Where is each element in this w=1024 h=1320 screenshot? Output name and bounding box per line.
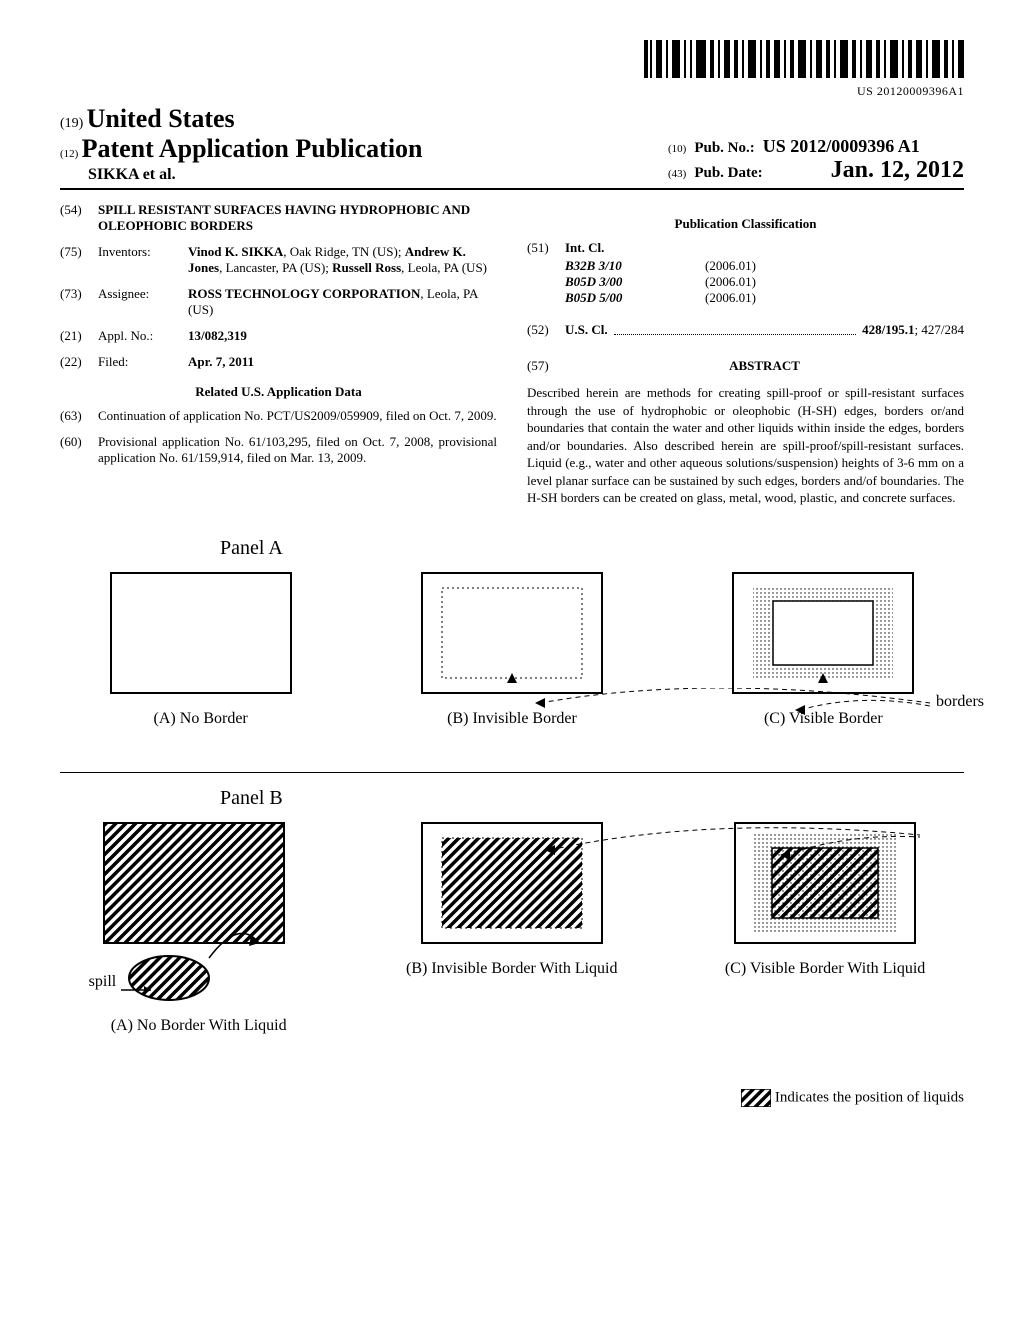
intcl-1-code: B05D 3/00 — [565, 274, 655, 290]
pub-date-label: Pub. Date: — [694, 165, 762, 182]
uscl-label: U.S. Cl. — [565, 322, 608, 338]
code-60: (60) — [60, 434, 98, 466]
assignee: ROSS TECHNOLOGY CORPORATION, Leola, PA (… — [188, 286, 497, 318]
header-left: (19) United States (12) Patent Applicati… — [60, 104, 423, 184]
code-57: (57) — [527, 358, 565, 374]
pub-no-label: Pub. No.: — [694, 140, 754, 157]
filed-label: Filed: — [98, 354, 188, 370]
code-21: (21) — [60, 328, 98, 344]
appl-no: 13/082,319 — [188, 328, 247, 343]
panel-divider — [60, 772, 964, 773]
borders-label: borders — [936, 693, 984, 711]
code-75: (75) — [60, 244, 98, 276]
code-10: (10) — [668, 143, 686, 155]
intcl-0-year: (2006.01) — [705, 258, 756, 274]
caption-a-liq: (A) No Border With Liquid — [99, 1017, 299, 1035]
spill-arrow — [121, 980, 171, 1000]
filed-date: Apr. 7, 2011 — [188, 354, 254, 369]
panel-b-arrows — [60, 825, 960, 865]
legend-swatch — [741, 1089, 771, 1107]
intcl-label: Int. Cl. — [565, 240, 604, 255]
publication-type: Patent Application Publication — [82, 134, 423, 163]
author-line: SIKKA et al. — [88, 166, 423, 184]
code-43: (43) — [668, 168, 686, 180]
code-19: (19) — [60, 116, 83, 131]
code-51: (51) — [527, 240, 565, 256]
country: United States — [87, 104, 235, 133]
header-right: (10) Pub. No.: US 2012/0009396 A1 (43) P… — [668, 136, 964, 184]
intcl-2-year: (2006.01) — [705, 290, 756, 306]
inventors-label: Inventors: — [98, 244, 188, 276]
panel-a-label: Panel A — [220, 537, 964, 560]
intcl-1-year: (2006.01) — [705, 274, 756, 290]
intcl-0-code: B32B 3/10 — [565, 258, 655, 274]
dotted-leader — [614, 322, 857, 335]
biblio-columns: (54) SPILL RESISTANT SURFACES HAVING HYD… — [60, 202, 964, 507]
pub-date: Jan. 12, 2012 — [831, 157, 964, 184]
code-63: (63) — [60, 408, 98, 424]
pub-no: US 2012/0009396 A1 — [763, 136, 920, 157]
code-73: (73) — [60, 286, 98, 318]
assignee-label: Assignee: — [98, 286, 188, 318]
related-heading: Related U.S. Application Data — [60, 384, 497, 400]
provisional-text: Provisional application No. 61/103,295, … — [98, 434, 497, 466]
classification-heading: Publication Classification — [527, 216, 964, 232]
borders-annotation-svg — [60, 688, 960, 748]
code-52: (52) — [527, 322, 565, 338]
caption-b-liq: (B) Invisible Border With Liquid — [406, 960, 617, 978]
continuation-text: Continuation of application No. PCT/US20… — [98, 408, 497, 424]
code-22: (22) — [60, 354, 98, 370]
uscl-value: 428/195.1; 427/284 — [862, 322, 964, 338]
header: (19) United States (12) Patent Applicati… — [60, 104, 964, 190]
left-column: (54) SPILL RESISTANT SURFACES HAVING HYD… — [60, 202, 497, 507]
spill-label: spill — [89, 973, 117, 991]
right-column: Publication Classification (51) Int. Cl.… — [527, 202, 964, 507]
intcl-2-code: B05D 5/00 — [565, 290, 655, 306]
abstract-heading: ABSTRACT — [729, 358, 800, 373]
figure-area: Panel A (A) No Border (B) Invisible Bord… — [60, 537, 964, 1107]
caption-c-liq: (C) Visible Border With Liquid — [725, 960, 925, 978]
appl-label: Appl. No.: — [98, 328, 188, 344]
inventors: Vinod K. SIKKA, Oak Ridge, TN (US); Andr… — [188, 244, 497, 276]
barcode-number: US 20120009396A1 — [644, 84, 964, 99]
code-12: (12) — [60, 148, 78, 160]
invention-title: SPILL RESISTANT SURFACES HAVING HYDROPHO… — [98, 202, 497, 234]
barcode-region: US 20120009396A1 — [60, 40, 964, 99]
legend: Indicates the position of liquids — [60, 1089, 964, 1107]
legend-text: Indicates the position of liquids — [775, 1089, 964, 1105]
abstract-text: Described herein are methods for creatin… — [527, 384, 964, 507]
panel-b-label: Panel B — [220, 787, 964, 810]
barcode: US 20120009396A1 — [644, 40, 964, 99]
code-54: (54) — [60, 202, 98, 234]
